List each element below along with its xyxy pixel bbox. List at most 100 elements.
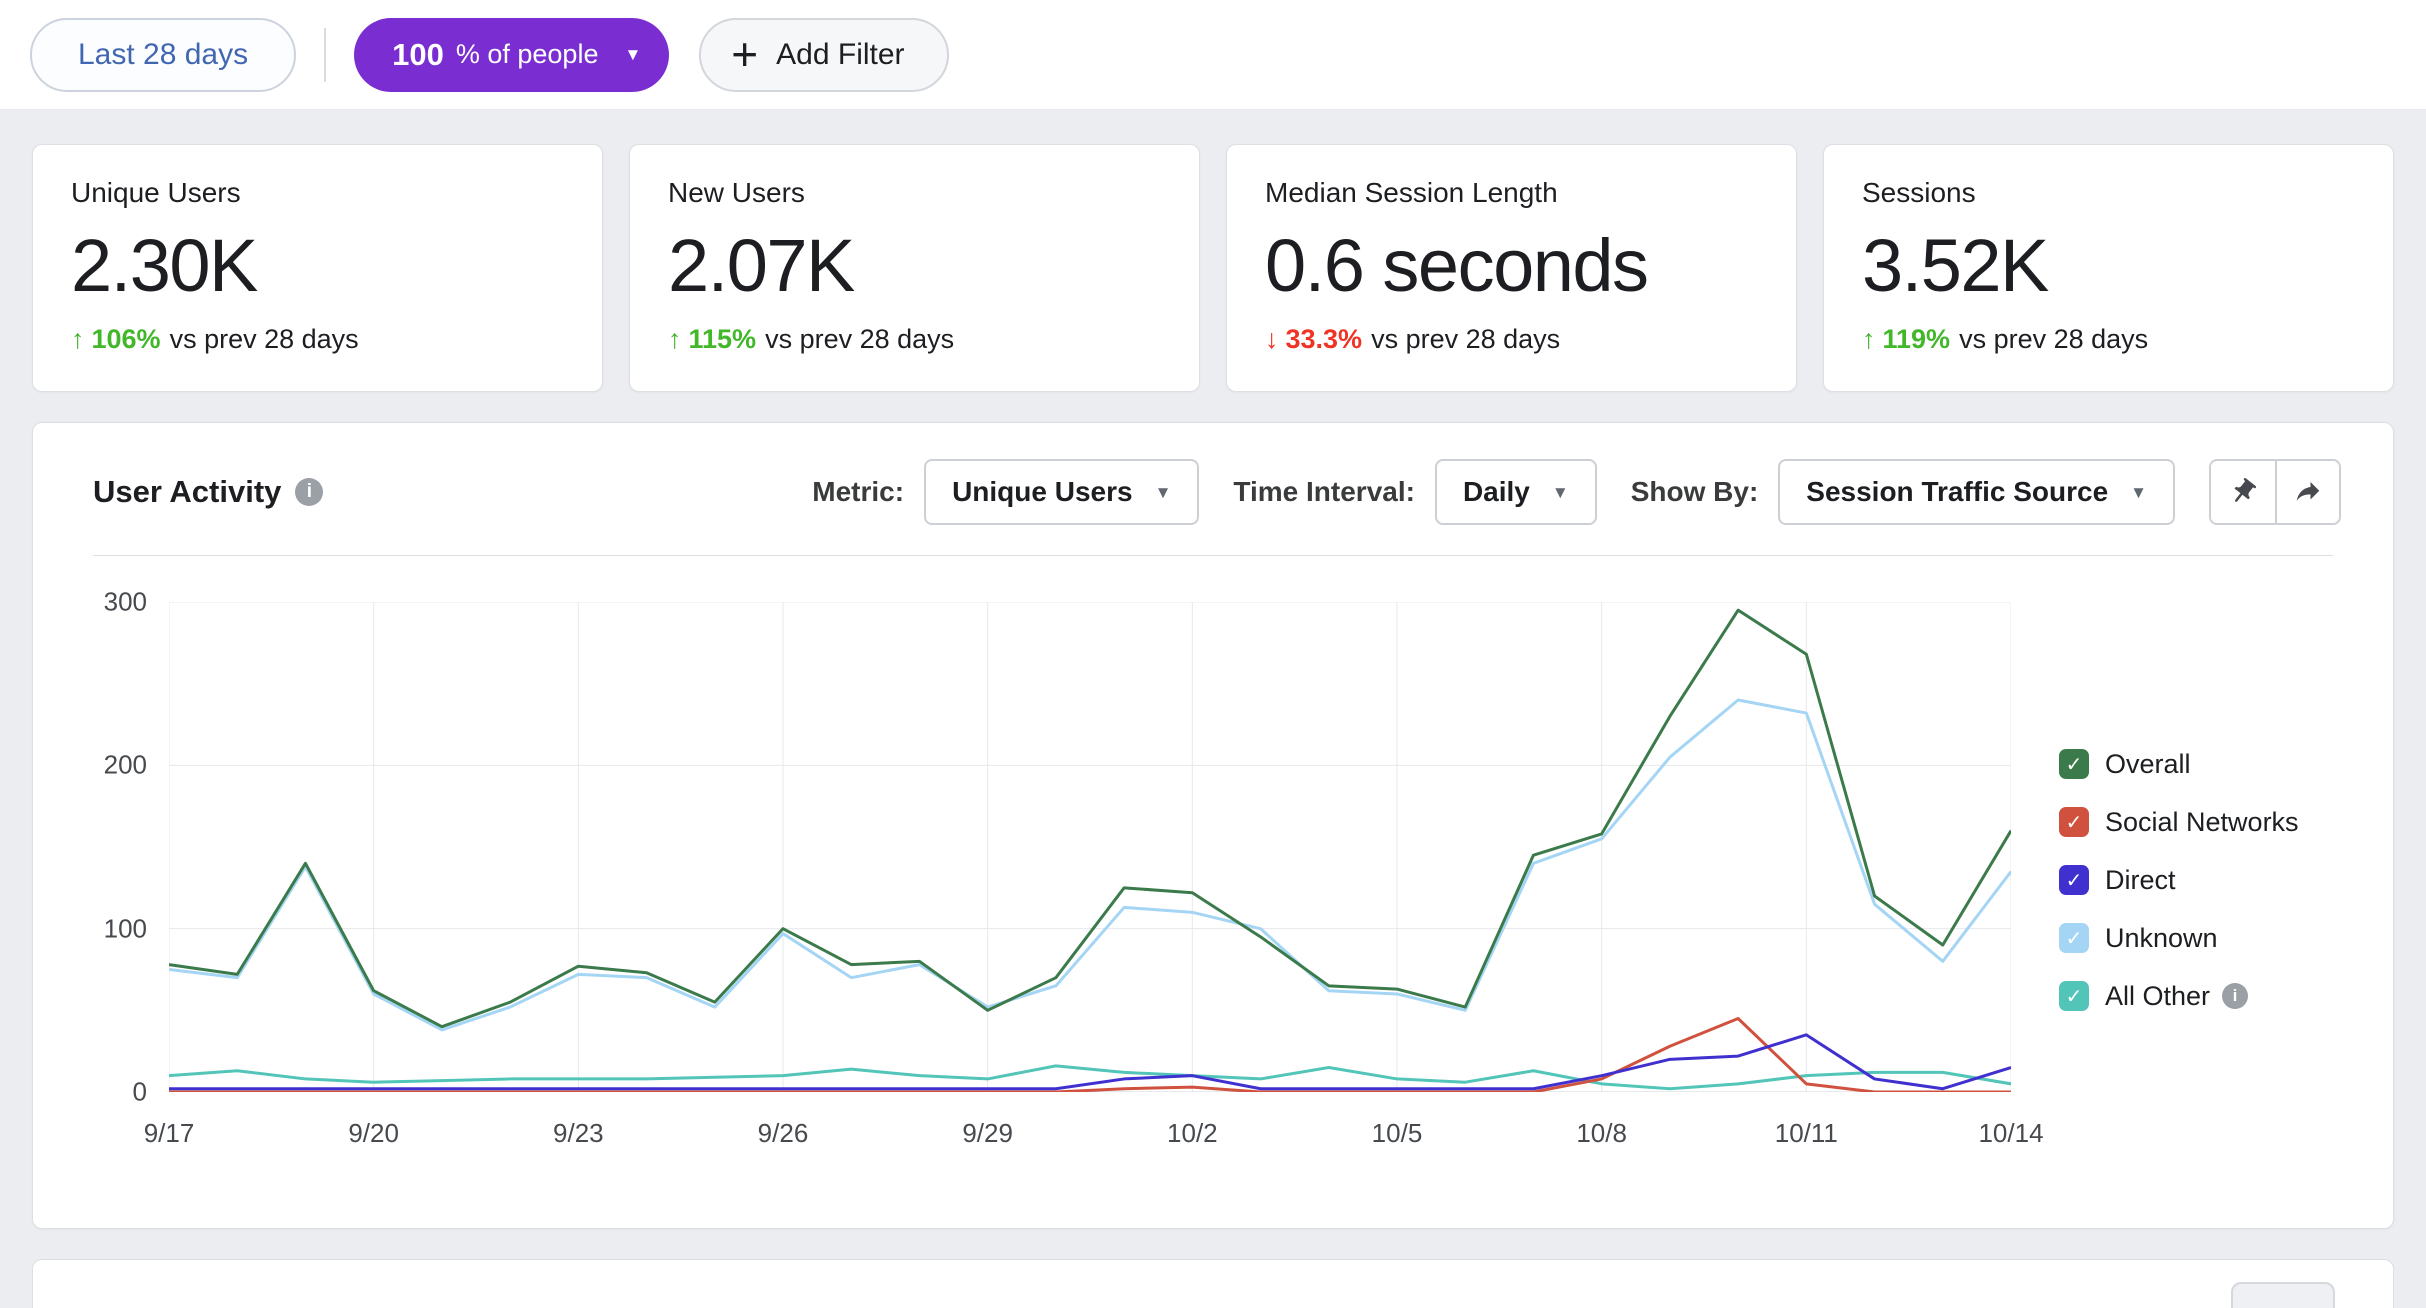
card-title: Unique Users (71, 177, 241, 208)
metric-control: Metric: Unique Users ▼ (812, 459, 1200, 525)
percent-label: % of people (455, 39, 599, 69)
delta-suffix: vs prev 28 days (1371, 324, 1561, 354)
trend-down-icon: ↓ (1265, 324, 1279, 354)
card-value: 2.30K (71, 224, 258, 307)
time-interval-control: Time Interval: Daily ▼ (1233, 459, 1597, 525)
delta-value: 119% (1882, 324, 1951, 354)
add-filter-button[interactable]: + Add Filter (699, 17, 949, 92)
time-interval-dropdown[interactable]: Daily ▼ (1434, 459, 1597, 525)
share-button[interactable] (2275, 461, 2339, 523)
series-line-overall (169, 610, 2011, 1026)
pin-button[interactable] (2211, 461, 2275, 523)
share-icon (2296, 482, 2320, 501)
chevron-down-icon: ▼ (1154, 482, 1172, 502)
card-value: 2.07K (668, 224, 855, 307)
add-filter-label: Add Filter (776, 37, 905, 71)
series-line-all-other (169, 1066, 2011, 1089)
delta-suffix: vs prev 28 days (1959, 324, 2149, 354)
show-by-label: Show By: (1630, 476, 1759, 507)
x-axis-label: 9/23 (553, 1118, 604, 1148)
plot-area: 9/17 9/20 9/23 9/26 9/29 10/2 10/5 10/8 10/11 10/… (144, 602, 2044, 1158)
legend-label: Overall (2105, 748, 2191, 779)
show-by-value: Session Traffic Source (1806, 476, 2109, 507)
card-sessions: Sessions 3.52K ↑ 119% vs prev 28 days (1823, 144, 2394, 392)
pin-icon (2234, 478, 2257, 502)
legend-label: Unknown (2105, 922, 2218, 953)
series-line-unknown (169, 700, 2011, 1030)
card-delta: ↑ 115% vs prev 28 days (668, 324, 1161, 355)
x-axis-label: 9/20 (348, 1118, 399, 1148)
panel-divider (93, 555, 2333, 556)
legend-label: Social Networks (2105, 806, 2299, 837)
summary-cards: Unique Users 2.30K ↑ 106% vs prev 28 day… (32, 144, 2394, 392)
y-axis-label: 300 (103, 586, 147, 617)
date-range-button[interactable]: Last 28 days (30, 17, 297, 92)
card-title: New Users (668, 177, 805, 208)
trend-up-icon: ↑ (71, 324, 85, 354)
y-axis-label: 0 (132, 1076, 147, 1107)
percent-of-people-button[interactable]: 100 % of people ▼ (354, 17, 670, 92)
plus-icon: + (731, 27, 759, 80)
card-delta: ↑ 106% vs prev 28 days (71, 324, 564, 355)
card-delta: ↓ 33.3% vs prev 28 days (1265, 324, 1758, 355)
legend-checkbox[interactable]: ✓ (2059, 807, 2089, 837)
time-interval-value: Daily (1462, 476, 1530, 507)
legend-item-social-networks[interactable]: ✓ Social Networks (2059, 807, 2341, 838)
x-axis-label: 9/26 (757, 1118, 809, 1148)
y-axis-label: 100 (103, 913, 147, 944)
y-axis: 0 100 200 300 (77, 587, 169, 1107)
delta-value: 115% (688, 324, 757, 354)
legend-checkbox[interactable]: ✓ (2059, 749, 2089, 779)
series-line-social-networks (169, 1019, 2011, 1093)
legend-checkbox[interactable]: ✓ (2059, 981, 2089, 1011)
metric-value: Unique Users (952, 476, 1133, 507)
legend-label: Direct (2105, 864, 2176, 895)
delta-value: 106% (91, 324, 161, 354)
card-title: Sessions (1862, 177, 1976, 208)
legend-item-overall[interactable]: ✓ Overall (2059, 749, 2341, 780)
x-axis-label: 10/8 (1576, 1118, 1627, 1148)
user-activity-header: User Activity i Metric: Unique Users ▼ T… (33, 423, 2393, 555)
show-by-control: Show By: Session Traffic Source ▼ (1631, 459, 2175, 525)
legend-item-direct[interactable]: ✓ Direct (2059, 865, 2341, 896)
user-activity-chart: 0 100 200 300 9/17 9/20 9/23 9/26 9/29 10/2 10/5 1… (33, 556, 2393, 1228)
show-by-dropdown[interactable]: Session Traffic Source ▼ (1778, 459, 2175, 525)
delta-suffix: vs prev 28 days (169, 324, 359, 354)
x-axis-label: 10/11 (1774, 1118, 1838, 1148)
activity-chart-svg (169, 602, 2011, 1092)
panel-title: User Activity (93, 474, 282, 509)
x-axis: 9/17 9/20 9/23 9/26 9/29 10/2 10/5 10/8 10/11 10/… (144, 1092, 2044, 1158)
next-panel (32, 1259, 2394, 1308)
delta-suffix: vs prev 28 days (765, 324, 955, 354)
legend-item-unknown[interactable]: ✓ Unknown (2059, 923, 2341, 954)
legend-checkbox[interactable]: ✓ (2059, 865, 2089, 895)
chevron-down-icon: ▼ (624, 45, 642, 64)
percent-value: 100 (392, 36, 444, 72)
metric-dropdown[interactable]: Unique Users ▼ (924, 459, 1200, 525)
card-title: Median Session Length (1265, 177, 1558, 208)
date-range-label: Last 28 days (78, 37, 249, 71)
user-activity-panel: User Activity i Metric: Unique Users ▼ T… (32, 422, 2394, 1229)
card-unique-users: Unique Users 2.30K ↑ 106% vs prev 28 day… (32, 144, 603, 392)
filter-bar-divider (324, 27, 327, 82)
x-axis-label: 9/17 (143, 1118, 195, 1148)
chevron-down-icon: ▼ (2130, 482, 2147, 502)
legend-label: All Other (2105, 980, 2211, 1011)
delta-value: 33.3% (1285, 324, 1363, 354)
y-axis-label: 200 (103, 749, 147, 780)
legend-checkbox[interactable]: ✓ (2059, 923, 2089, 953)
x-axis-label: 10/2 (1167, 1118, 1218, 1148)
legend-item-all-other[interactable]: ✓ All Other i (2059, 981, 2341, 1012)
trend-up-icon: ↑ (1862, 324, 1876, 354)
series-line-direct (169, 1035, 2011, 1089)
next-panel-button[interactable] (2231, 1282, 2335, 1308)
card-median-session-length: Median Session Length 0.6 seconds ↓ 33.3… (1226, 144, 1797, 392)
card-value: 3.52K (1862, 224, 2049, 307)
info-icon[interactable]: i (295, 478, 324, 506)
chart-legend: ✓ Overall ✓ Social Networks ✓ Direct ✓ Unknown ✓… (2011, 749, 2341, 1012)
trend-up-icon: ↑ (668, 324, 682, 354)
chevron-down-icon: ▼ (1551, 482, 1569, 502)
metric-label: Metric: (812, 476, 905, 507)
info-icon[interactable]: i (2222, 983, 2249, 1009)
x-axis-label: 10/5 (1371, 1118, 1423, 1148)
